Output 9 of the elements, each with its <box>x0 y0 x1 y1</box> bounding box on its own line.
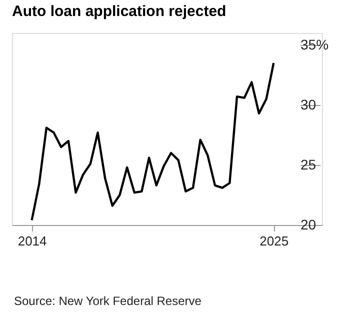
x-tick-label: 2014 <box>18 234 47 248</box>
x-tick-label: 2025 <box>260 234 289 248</box>
chart-title: Auto loan application rejected <box>12 3 226 20</box>
line-series <box>30 62 275 222</box>
y-tick-label: 35% <box>300 36 329 52</box>
y-tick-label: 20 <box>300 216 316 232</box>
y-tick-label: 25 <box>300 156 316 172</box>
source-note: Source: New York Federal Reserve <box>14 294 202 308</box>
y-tick-label: 30 <box>300 96 316 112</box>
